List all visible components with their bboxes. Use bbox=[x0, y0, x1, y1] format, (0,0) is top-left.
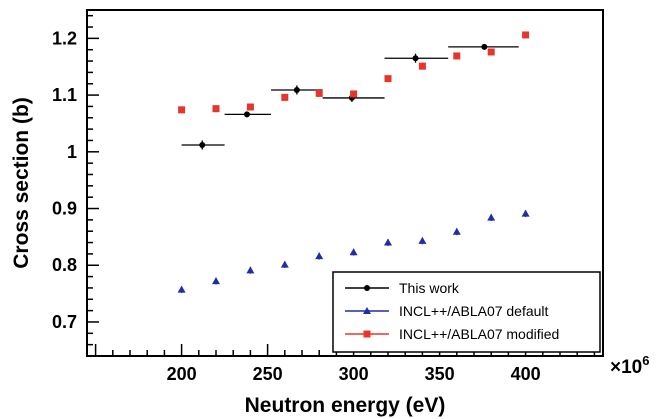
x-axis-multiplier: ×106 bbox=[610, 353, 649, 378]
x-tick-label: 200 bbox=[167, 364, 197, 384]
y-tick-label: 0.9 bbox=[52, 199, 77, 219]
data-point bbox=[487, 213, 496, 222]
data-point bbox=[521, 209, 530, 218]
triangle-marker bbox=[487, 213, 496, 221]
x-tick-label: 400 bbox=[511, 364, 541, 384]
data-point bbox=[280, 260, 289, 269]
data-point bbox=[181, 140, 225, 150]
y-tick-label: 1 bbox=[67, 142, 77, 162]
triangle-marker bbox=[349, 248, 358, 256]
data-points bbox=[177, 31, 530, 294]
y-tick-label: 1.2 bbox=[52, 28, 77, 48]
square-marker bbox=[315, 89, 323, 97]
data-point bbox=[418, 62, 426, 70]
data-point bbox=[453, 52, 461, 60]
square-marker bbox=[363, 330, 371, 338]
data-point bbox=[246, 103, 254, 111]
y-tick-label: 1.1 bbox=[52, 85, 77, 105]
circle-marker bbox=[364, 285, 370, 291]
data-point bbox=[384, 53, 449, 63]
circle-marker bbox=[243, 111, 250, 118]
data-point bbox=[246, 266, 255, 274]
data-point bbox=[281, 93, 289, 101]
data-point bbox=[224, 111, 272, 118]
data-point bbox=[271, 85, 323, 95]
square-marker bbox=[384, 75, 392, 83]
plot-frame bbox=[86, 9, 604, 357]
x-tick-label: 300 bbox=[339, 364, 369, 384]
data-point bbox=[349, 248, 358, 256]
square-marker bbox=[418, 62, 426, 70]
legend-entry: INCL++/ABLA07 modified bbox=[345, 326, 559, 342]
triangle-marker bbox=[315, 252, 324, 260]
x-multiplier-base: ×10 bbox=[610, 357, 642, 378]
square-marker bbox=[281, 93, 289, 101]
data-point bbox=[384, 75, 392, 83]
legend-label: INCL++/ABLA07 default bbox=[399, 303, 549, 319]
legend-label: This work bbox=[399, 280, 460, 296]
data-point bbox=[487, 48, 495, 56]
data-point bbox=[350, 90, 358, 98]
data-point bbox=[212, 277, 220, 285]
series-1 bbox=[177, 209, 530, 294]
series-2 bbox=[178, 31, 530, 114]
data-point bbox=[448, 43, 519, 50]
square-marker bbox=[522, 31, 530, 39]
data-point bbox=[212, 105, 220, 113]
legend-box bbox=[332, 271, 601, 353]
x-tick-label: 350 bbox=[425, 364, 455, 384]
data-point bbox=[178, 106, 186, 114]
y-tick-label: 0.7 bbox=[52, 312, 77, 332]
data-point bbox=[384, 238, 392, 246]
legend: This work INCL++/ABLA07 default INCL++/ABL… bbox=[332, 271, 601, 353]
square-marker bbox=[178, 106, 186, 114]
data-point bbox=[177, 285, 186, 294]
legend-label: INCL++/ABLA07 modified bbox=[399, 326, 559, 342]
data-point bbox=[418, 236, 427, 245]
triangle-marker bbox=[212, 277, 220, 285]
triangle-marker bbox=[521, 209, 530, 217]
square-marker bbox=[246, 103, 254, 111]
square-marker bbox=[212, 105, 220, 113]
x-axis-title: Neutron energy (eV) bbox=[245, 394, 446, 417]
data-point bbox=[452, 227, 461, 236]
y-tick-label: 0.8 bbox=[52, 255, 77, 275]
x-tick-label: 250 bbox=[253, 364, 283, 384]
circle-marker bbox=[293, 86, 300, 93]
triangle-marker bbox=[280, 260, 289, 268]
triangle-marker bbox=[384, 238, 392, 246]
triangle-marker bbox=[246, 266, 255, 274]
triangle-marker bbox=[363, 307, 371, 314]
circle-marker bbox=[199, 141, 206, 148]
legend-entry: INCL++/ABLA07 default bbox=[345, 303, 549, 319]
triangle-marker bbox=[418, 236, 427, 244]
triangle-marker bbox=[177, 285, 186, 293]
legend-entry: This work bbox=[345, 280, 460, 296]
x-multiplier-exponent: 6 bbox=[642, 353, 649, 368]
triangle-marker bbox=[452, 227, 461, 235]
square-marker bbox=[350, 90, 358, 98]
data-point bbox=[315, 252, 324, 260]
square-marker bbox=[487, 48, 495, 56]
data-point bbox=[522, 31, 530, 39]
y-axis-title: Cross section (b) bbox=[10, 97, 33, 269]
data-point bbox=[315, 89, 323, 97]
circle-marker bbox=[412, 55, 419, 62]
tick-labels: 200 250 300 350 400 0.7 0.8 0.9 1 1.1 1.2 bbox=[52, 28, 541, 384]
square-marker bbox=[453, 52, 461, 60]
circle-marker bbox=[481, 43, 488, 50]
